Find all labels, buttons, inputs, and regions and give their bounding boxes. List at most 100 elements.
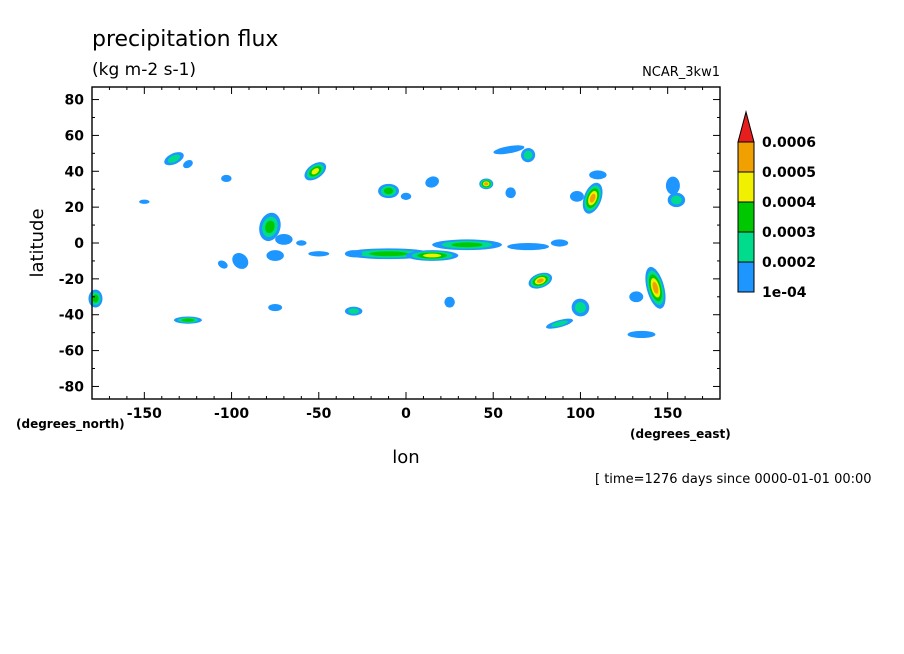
precip-cell xyxy=(139,199,150,204)
contour-level-1 xyxy=(550,239,569,247)
colorbar-label: 0.0002 xyxy=(762,255,816,271)
precip-cell xyxy=(589,170,607,180)
colorbar-label: 0.0006 xyxy=(762,135,816,151)
contour-level-1 xyxy=(444,296,455,308)
x-tick-label: 50 xyxy=(483,406,503,422)
contour-level-2 xyxy=(575,302,586,314)
contour-level-1 xyxy=(296,240,307,246)
x-axis-label: lon xyxy=(392,447,419,468)
precip-cell xyxy=(667,192,686,208)
contour-level-3 xyxy=(369,251,408,257)
precip-cell xyxy=(571,298,590,317)
precip-cell xyxy=(304,162,327,181)
colorbar-label: 0.0004 xyxy=(762,195,816,211)
contour-level-1 xyxy=(629,291,644,303)
y-tick-label: -80 xyxy=(59,379,85,395)
x-tick-label: 150 xyxy=(653,406,682,422)
x-tick-label: 0 xyxy=(401,406,411,422)
precip-cell xyxy=(627,330,656,339)
precip-cell xyxy=(217,260,228,269)
precip-cell xyxy=(665,176,680,195)
precip-cell xyxy=(400,192,412,200)
y-tick-label: 20 xyxy=(65,200,85,216)
precip-cell xyxy=(344,250,363,258)
contour-level-1 xyxy=(627,330,656,339)
contour-level-2 xyxy=(523,150,533,160)
contour-level-1 xyxy=(217,260,228,269)
precip-cell xyxy=(296,240,307,246)
precip-cell xyxy=(266,250,284,261)
chart-title: precipitation flux xyxy=(92,27,278,52)
contour-level-1 xyxy=(266,250,284,261)
y-tick-label: -60 xyxy=(59,344,85,360)
contour-level-5 xyxy=(652,281,659,294)
contour-level-3 xyxy=(181,318,195,322)
contour-level-1 xyxy=(139,199,150,204)
precip-cell xyxy=(378,183,400,199)
precip-cell xyxy=(308,251,330,257)
y-tick-label: 80 xyxy=(65,93,85,109)
contour-level-3 xyxy=(451,242,483,248)
precip-cell xyxy=(507,243,550,251)
contour-level-1 xyxy=(665,176,680,195)
precip-cell xyxy=(629,291,644,303)
y-tick-label: 60 xyxy=(65,128,85,144)
precip-cell xyxy=(645,266,666,309)
colorbar-extend-arrow xyxy=(737,110,755,143)
contour-level-1 xyxy=(232,252,249,269)
contour-level-4 xyxy=(423,253,442,258)
precip-cell xyxy=(521,148,536,163)
precip-cell xyxy=(432,239,502,251)
precip-cell xyxy=(164,152,184,166)
y-tick-label: -20 xyxy=(59,272,85,288)
y-tick-label: -40 xyxy=(59,308,85,324)
precip-cell xyxy=(268,303,283,312)
contour-level-3 xyxy=(383,187,394,195)
precip-cell xyxy=(275,234,293,245)
chart-units: (kg m-2 s-1) xyxy=(92,60,196,80)
colorbar: 1e-04 0.0002 0.0003 0.0004 0.0005 0.0006 xyxy=(737,110,816,301)
colorbar-swatch xyxy=(737,171,755,203)
precip-cell xyxy=(173,316,202,324)
y-axis-label: latitude xyxy=(27,208,48,277)
plot-frame xyxy=(91,86,721,400)
contour-level-1 xyxy=(505,187,516,199)
precip-cell xyxy=(545,318,574,329)
contour-level-2 xyxy=(167,154,180,163)
colorbar-label: 0.0005 xyxy=(762,165,816,181)
contour-level-1 xyxy=(425,176,439,188)
precip-cell xyxy=(406,250,459,261)
precip-cell xyxy=(344,306,363,316)
contour-level-1 xyxy=(344,250,363,258)
contour-level-1 xyxy=(268,303,283,312)
contour-level-1 xyxy=(308,251,330,257)
contour-level-4 xyxy=(311,168,320,175)
precip-cell xyxy=(221,174,232,183)
x-tick-label: -150 xyxy=(127,406,162,422)
dataset-label: NCAR_3kw1 xyxy=(642,65,720,80)
precip-cell xyxy=(259,212,281,241)
contour-level-1 xyxy=(183,160,193,169)
y-tick-label: 0 xyxy=(74,236,84,252)
x-tick-label: 100 xyxy=(566,406,595,422)
x-tick-label: -50 xyxy=(306,406,332,422)
precip-cell xyxy=(88,289,103,308)
contour-level-5 xyxy=(589,193,596,203)
contour-level-2 xyxy=(551,320,568,327)
precip-cell xyxy=(232,252,249,269)
precipitation-contours xyxy=(88,145,686,339)
contour-level-1 xyxy=(221,174,232,183)
x-tick-label: -100 xyxy=(214,406,249,422)
colorbar-swatch xyxy=(737,141,755,173)
colorbar-label: 0.0003 xyxy=(762,225,816,241)
contour-level-1 xyxy=(275,234,293,245)
contour-level-2 xyxy=(348,308,360,314)
precip-cell xyxy=(493,145,525,155)
time-note: [ time=1276 days since 0000-01-01 00:00 xyxy=(595,472,872,487)
contour-level-1 xyxy=(493,145,525,155)
y-tick-label: 40 xyxy=(65,164,85,180)
precip-cell xyxy=(582,182,603,214)
contour-level-5 xyxy=(484,182,489,186)
colorbar-swatch xyxy=(737,231,755,263)
